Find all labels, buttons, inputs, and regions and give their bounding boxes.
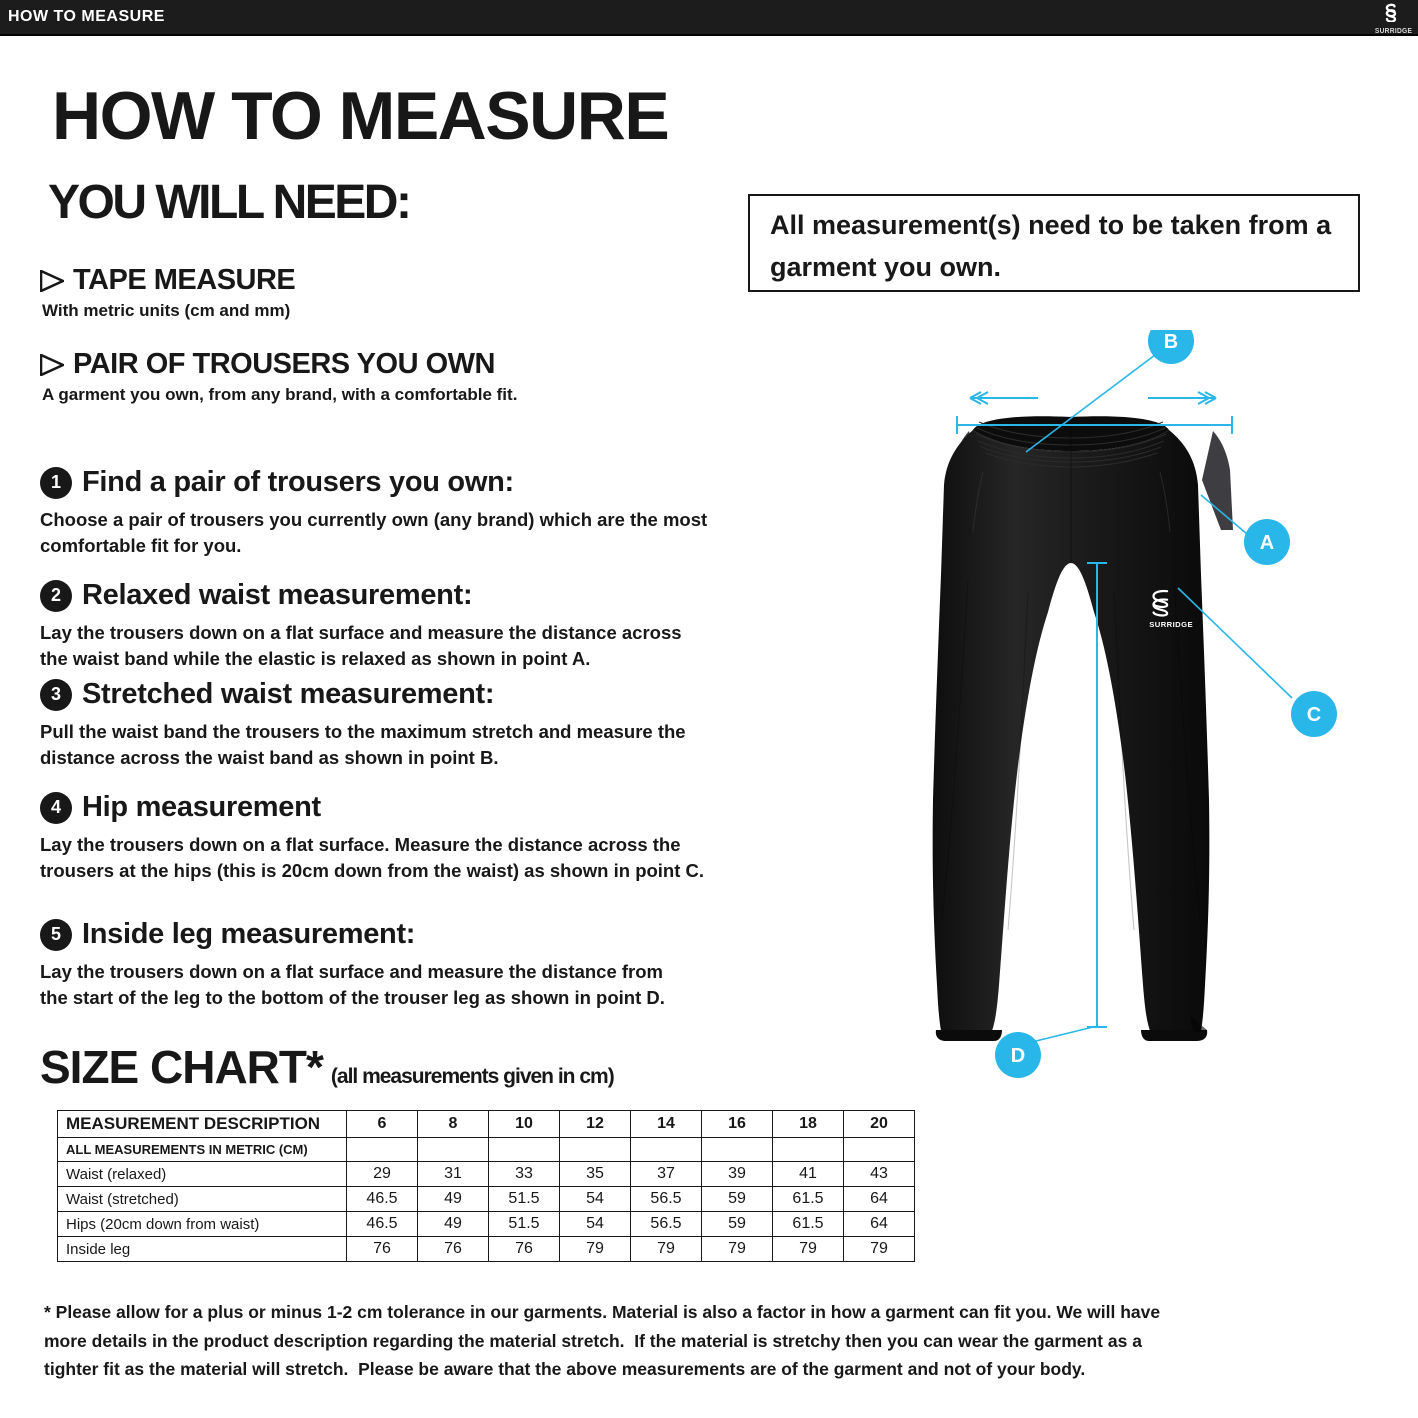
svg-text:A: A — [1260, 532, 1274, 554]
svg-text:B: B — [1164, 331, 1178, 353]
svg-text:C: C — [1307, 704, 1321, 726]
svg-text:D: D — [1011, 1045, 1025, 1067]
svg-text:SURRIDGE: SURRIDGE — [1149, 620, 1193, 629]
